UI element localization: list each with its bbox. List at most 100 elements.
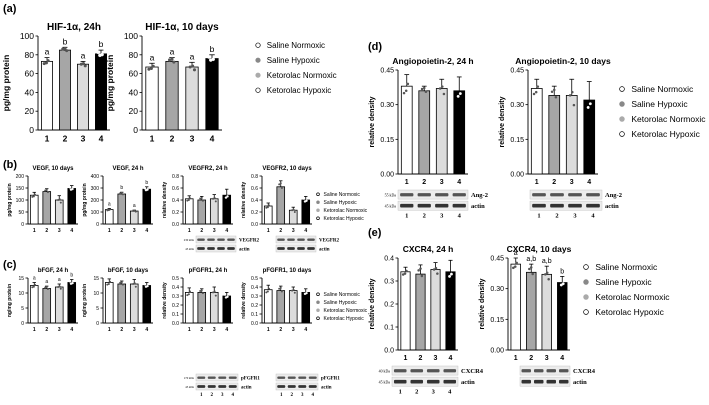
data-point xyxy=(133,209,136,212)
blot-target-label: pFGFR1 xyxy=(241,376,260,381)
y-tick-label: 0.4 xyxy=(251,198,258,204)
blot-band xyxy=(217,238,225,241)
data-point xyxy=(554,96,558,99)
legend-label: Saline Hypoxic xyxy=(324,300,358,306)
y-axis-label: ng/mg protein xyxy=(82,284,88,317)
data-point xyxy=(107,282,110,285)
x-tick-label: 1 xyxy=(108,228,111,234)
legend-marker xyxy=(316,200,320,205)
x-tick-label: 1 xyxy=(404,355,408,362)
legend-marker xyxy=(255,57,261,63)
bar xyxy=(276,290,286,324)
legend-label: Ketorolac Normoxic xyxy=(595,292,670,302)
bar xyxy=(435,88,448,175)
x-tick-label: 2 xyxy=(552,179,556,186)
data-point xyxy=(402,91,406,95)
y-tick-label: 0.1 xyxy=(251,312,258,318)
blot-band-actin xyxy=(546,379,556,384)
x-tick-label: 3 xyxy=(440,179,444,186)
bar xyxy=(301,291,311,324)
blot-lane-label: 4 xyxy=(232,393,235,398)
significance-label: a,b xyxy=(526,256,536,263)
blot-band xyxy=(568,193,582,197)
blot-target-label: VEGFR2 xyxy=(319,238,340,243)
blot-band-actin xyxy=(417,203,431,208)
blot-band-actin xyxy=(426,379,440,384)
bar xyxy=(42,191,52,225)
data-point xyxy=(121,283,124,286)
y-tick-label: 0.00 xyxy=(490,347,504,354)
legend-marker xyxy=(255,87,261,93)
data-point xyxy=(512,266,515,270)
data-point xyxy=(44,286,47,289)
data-point xyxy=(189,290,192,293)
y-tick-label: 60 xyxy=(129,69,139,79)
data-point xyxy=(120,281,123,284)
data-point xyxy=(146,284,149,288)
data-point xyxy=(280,290,283,293)
x-tick-label: 2 xyxy=(120,327,123,333)
bar xyxy=(29,194,39,225)
legend-label: Saline Normoxic xyxy=(324,292,361,298)
x-tick-label: 3 xyxy=(190,134,195,144)
data-point xyxy=(82,62,86,66)
data-point xyxy=(188,65,192,69)
data-point xyxy=(532,92,536,96)
chart-title: bFGF, 10 days xyxy=(108,268,149,274)
x-tick-label: 2 xyxy=(170,134,175,144)
blot-band-actin xyxy=(287,385,296,388)
blot-target-label: CXCR4 xyxy=(573,368,596,375)
y-tick-label: 0.30 xyxy=(380,102,394,109)
data-point xyxy=(420,87,424,91)
data-point xyxy=(119,281,122,284)
legend-marker xyxy=(619,86,625,92)
data-point xyxy=(207,55,211,59)
data-point xyxy=(293,211,296,213)
data-point xyxy=(432,268,436,271)
y-tick-label: 80 xyxy=(129,50,139,60)
y-tick-label: 0.2 xyxy=(172,303,179,309)
data-point xyxy=(265,206,268,209)
significance-label: a,b xyxy=(542,258,552,265)
y-tick-label: 150 xyxy=(16,186,25,192)
legend-marker xyxy=(255,42,261,48)
blot-target-label: pFGFR1 xyxy=(321,376,340,381)
blot-band xyxy=(197,376,206,379)
y-tick-label: 0.15 xyxy=(490,317,504,324)
data-point xyxy=(436,272,439,275)
significance-label: a xyxy=(150,52,155,62)
blot-actin-label: actin xyxy=(471,203,485,210)
legend-label: Ketorolac Normoxic xyxy=(631,114,706,124)
y-axis-label: relative density xyxy=(369,96,376,147)
x-tick-label: 2 xyxy=(279,228,282,234)
blot-band xyxy=(308,376,317,379)
panel-label-e: (e) xyxy=(368,227,382,239)
x-tick-label: 4 xyxy=(70,327,73,333)
x-tick-label: 1 xyxy=(33,228,36,234)
data-point xyxy=(420,274,424,278)
blot-strip-actin xyxy=(275,382,319,391)
blot-target-label: VEGFR2 xyxy=(239,238,260,243)
y-tick-label: 60 xyxy=(25,69,35,79)
y-tick-label: 200 xyxy=(16,174,25,180)
blot-actin-label: actin xyxy=(241,385,252,390)
y-tick-label: 0.45 xyxy=(380,67,394,74)
y-axis-label: pg/mg protein xyxy=(1,55,11,112)
blot-band-actin xyxy=(550,203,564,208)
data-point xyxy=(31,195,34,198)
blot-band xyxy=(532,193,546,197)
bar xyxy=(104,282,114,324)
data-point xyxy=(133,282,136,285)
blot-lane-label: 2 xyxy=(555,213,558,220)
x-tick-label: 3 xyxy=(213,228,216,234)
blot-band xyxy=(410,369,424,373)
blot-lane-label: 1 xyxy=(537,213,540,220)
y-axis-label: relative density xyxy=(241,182,247,219)
legend-c: Saline Normoxic Saline Hypoxic Ketorolac N… xyxy=(316,292,368,322)
legend-marker xyxy=(255,72,261,78)
legend-marker xyxy=(619,101,625,107)
bar xyxy=(142,188,152,225)
bar xyxy=(263,205,273,225)
